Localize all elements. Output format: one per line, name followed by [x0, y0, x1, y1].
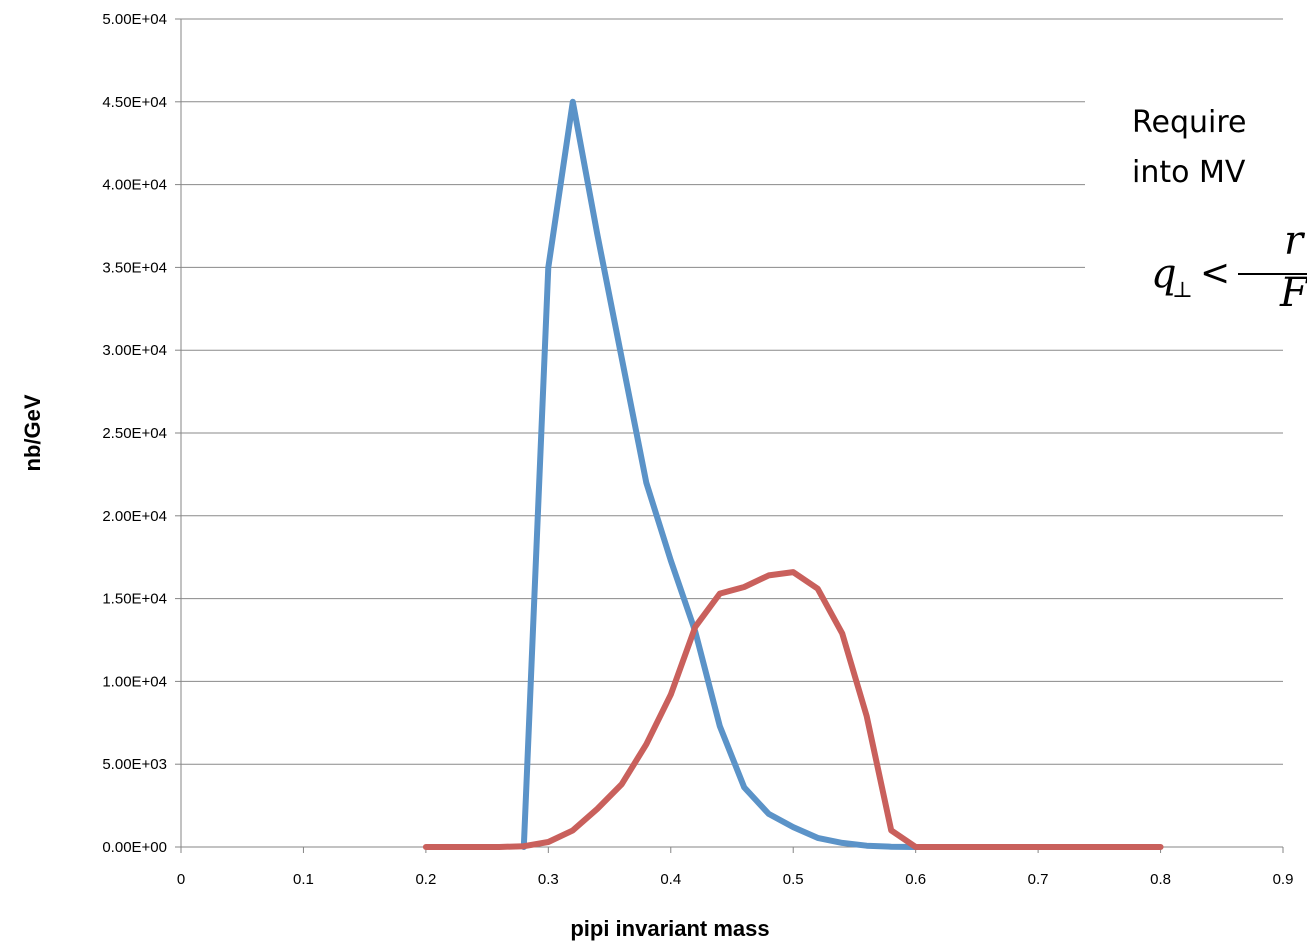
y-tick-label: 4.50E+04 — [102, 94, 167, 111]
x-axis-title: pipi invariant mass — [570, 916, 769, 941]
x-tick-label: 0.3 — [538, 871, 559, 888]
y-tick-label: 2.00E+04 — [102, 508, 167, 525]
math-q: q — [1151, 251, 1177, 297]
y-tick-label: 4.00E+04 — [102, 177, 167, 194]
y-axis-title: nb/GeV — [20, 394, 45, 471]
x-tick-label: 0.8 — [1150, 871, 1171, 888]
math-less-than: < — [1200, 253, 1230, 294]
y-tick-label: 0.00E+00 — [102, 839, 167, 856]
x-tick-label: 0.6 — [905, 871, 926, 888]
x-tick-label: 0.9 — [1273, 871, 1294, 888]
y-tick-label: 5.00E+04 — [102, 11, 167, 28]
y-tick-label: 2.50E+04 — [102, 425, 167, 442]
y-tick-label: 1.00E+04 — [102, 673, 167, 690]
series-line-1 — [520, 98, 919, 850]
x-tick-label: 0.2 — [415, 871, 436, 888]
gridlines — [181, 18, 1283, 765]
series-line-2 — [422, 569, 1164, 850]
x-tick-labels: 0 0.1 0.2 0.3 0.4 0.5 0.6 0.7 0.8 0.9 — [177, 847, 1294, 888]
y-tick-labels: 0.00E+00 5.00E+03 1.00E+04 1.50E+04 2.00E+04… — [102, 11, 181, 856]
math-numerator: r — [1284, 218, 1306, 264]
x-tick-label: 0.7 — [1028, 871, 1049, 888]
x-tick-label: 0.1 — [293, 871, 314, 888]
annotation-background — [1085, 88, 1307, 308]
series-layer — [422, 98, 1164, 850]
math-denominator: F — [1279, 270, 1307, 316]
x-tick-label: 0 — [177, 871, 185, 888]
y-tick-label: 3.50E+04 — [102, 259, 167, 276]
y-tick-label: 1.50E+04 — [102, 591, 167, 608]
annotation-line-2: into MV — [1132, 155, 1246, 190]
annotation-line-1: Require — [1132, 105, 1246, 140]
y-tick-label: 3.00E+04 — [102, 342, 167, 359]
math-perp: ⊥ — [1172, 278, 1193, 303]
annotation: Require into MV q ⊥ < r F — [1132, 105, 1307, 316]
y-tick-label: 5.00E+03 — [102, 756, 167, 773]
x-tick-label: 0.4 — [660, 871, 681, 888]
x-tick-label: 0.5 — [783, 871, 804, 888]
